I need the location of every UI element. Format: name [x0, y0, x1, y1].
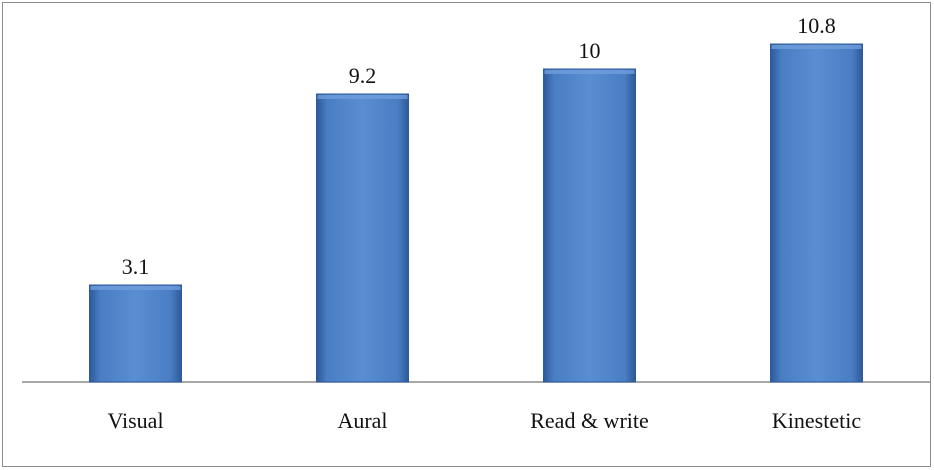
category-label-visual: Visual — [107, 408, 163, 433]
category-label-kinestetic: Kinestetic — [772, 408, 861, 433]
labels-group: 3.1 Visual 9.2 Aural 10 Read & write 10.8 Kines… — [107, 13, 861, 433]
bar-kinestetic — [770, 43, 863, 383]
category-label-read-write: Read & write — [530, 408, 649, 433]
bar-aural — [316, 93, 409, 383]
data-label-visual: 3.1 — [122, 254, 150, 279]
bar-visual — [89, 284, 182, 383]
data-label-kinestetic: 10.8 — [797, 13, 836, 38]
bars-group — [89, 43, 863, 383]
bar-read-write — [543, 68, 636, 383]
bar-bevel-aural — [317, 95, 408, 99]
bar-bevel-visual — [90, 286, 181, 290]
data-label-aural: 9.2 — [349, 63, 377, 88]
bar-bevel-kinestetic — [771, 45, 862, 49]
data-label-read-write: 10 — [579, 38, 601, 63]
bar-bevel-read-write — [544, 70, 635, 74]
category-label-aural: Aural — [337, 408, 387, 433]
